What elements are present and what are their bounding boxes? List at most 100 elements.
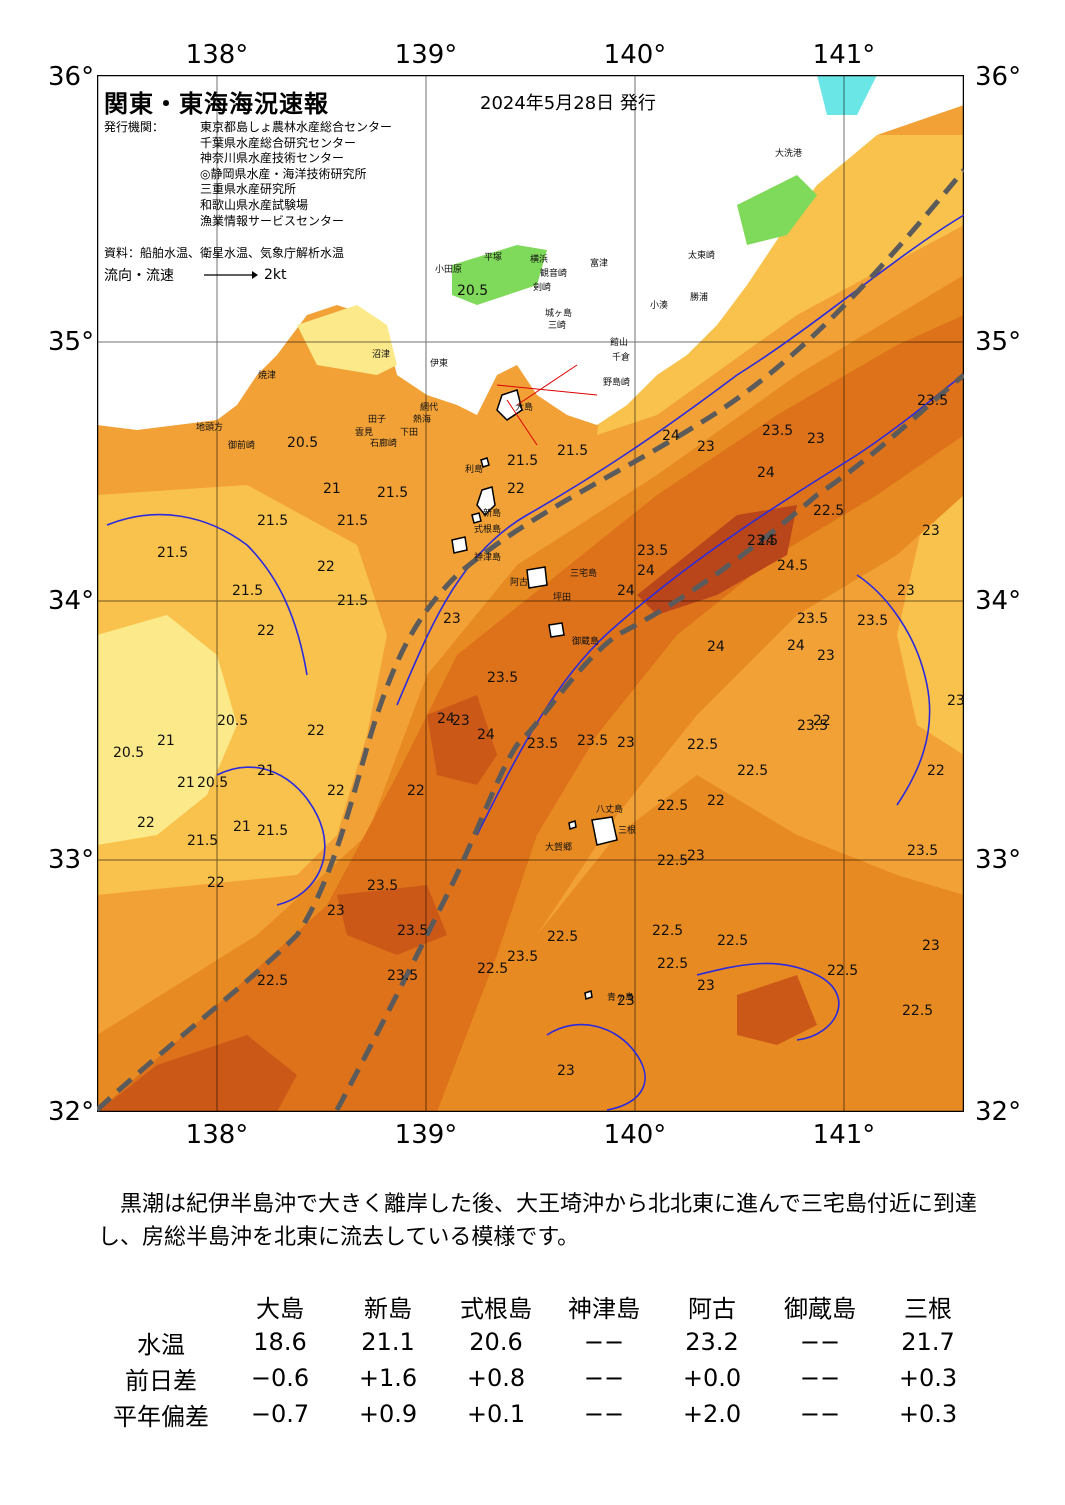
agency-row: 和歌山県水産試験場 [104, 198, 392, 214]
place-name: 太東崎 [688, 251, 716, 261]
isotherm-label: 24.5 [777, 558, 808, 574]
isotherm-label: 23 [617, 993, 635, 1009]
table-cell: 23.2 [685, 1328, 739, 1356]
lat-label-32-right: 32° [975, 1097, 1022, 1127]
table-cell: +0.9 [358, 1400, 418, 1428]
land-kujukuri-green [737, 175, 817, 245]
place-name: 剣崎 [533, 283, 552, 293]
isotherm-label: 24 [662, 428, 680, 444]
isotherm-label: 22.5 [657, 956, 688, 972]
place-name: 熱海 [413, 415, 432, 425]
place-name: 八丈島 [596, 805, 624, 815]
agency-row-label [104, 182, 200, 198]
table-cell: +0.3 [898, 1400, 958, 1428]
island-niijima [476, 486, 496, 517]
agency-row: 三重県水産研究所 [104, 182, 392, 198]
isotherm-label: 21 [257, 763, 275, 779]
isotherm-label: 21 [177, 775, 195, 791]
isotherm-label: 23.5 [747, 533, 778, 549]
isotherm-label: 22 [257, 623, 275, 639]
place-name: 田子 [368, 415, 387, 425]
island-kozushima [451, 536, 468, 554]
lat-label-32-left: 32° [48, 1097, 95, 1127]
table-cell: +0.3 [898, 1364, 958, 1392]
isotherm-label: 23.5 [397, 923, 428, 939]
table-row: 前日差 −0.6 +1.6 +0.8 −− +0.0 −− +0.3 [96, 1360, 982, 1396]
place-name: 阿古 [510, 578, 529, 588]
isotherm-label: 21 [157, 733, 175, 749]
place-name: 観音崎 [540, 269, 568, 279]
lon-label-138-top: 138° [185, 40, 249, 70]
isotherm-label: 21 [323, 481, 341, 497]
isotherm-label: 23 [947, 693, 964, 709]
sea-area-24 [427, 695, 497, 785]
isotherm-label: 22 [207, 875, 225, 891]
agency-row-label: 発行機関： [104, 120, 165, 134]
sea-area-21-ne [597, 135, 964, 435]
isotherm-label: 23.5 [527, 736, 558, 752]
isotherm-label: 22.5 [687, 737, 718, 753]
lat-label-35-right: 35° [975, 327, 1022, 357]
isotherm-label: 23 [697, 439, 715, 455]
lat-label-33-left: 33° [48, 845, 95, 875]
agency-row: 千葉県水産総合研究センター [104, 136, 392, 152]
table-cell: 21.7 [901, 1328, 955, 1356]
sea-area-24-c [97, 1035, 297, 1112]
isotherm-label: 23.5 [387, 968, 418, 984]
table-cell: +1.6 [358, 1364, 418, 1392]
place-name: 下田 [400, 428, 419, 438]
isotherm-label: 22 [927, 763, 945, 779]
place-name: 富津 [590, 259, 609, 269]
place-name: 石廊崎 [370, 439, 398, 449]
arrow-icon [204, 271, 258, 279]
lon-label-140-top: 140° [603, 40, 667, 70]
place-name: 三根 [618, 826, 637, 836]
table-column-header: 大島 [256, 1294, 304, 1323]
agency-name: 神奈川県水産技術センター [200, 151, 345, 166]
isotherm-label: 21.5 [507, 453, 538, 469]
kuroshio-axis [97, 168, 964, 1112]
table-cell: 20.6 [469, 1328, 523, 1356]
current-legend: 流向・流速 2kt [104, 265, 287, 285]
lon-label-141-top: 141° [812, 40, 876, 70]
isotherm-label: 20.5 [197, 775, 228, 791]
table-cell: 21.1 [361, 1328, 415, 1356]
isotherm-label: 22.5 [737, 763, 768, 779]
sea-area-20-nw [117, 665, 177, 735]
isotherm-label: 23 [452, 713, 470, 729]
isotherm-label: 21.5 [257, 513, 288, 529]
agency-row-label [104, 214, 200, 230]
lat-label-34-left: 34° [48, 586, 95, 616]
isotherm-label: 22.5 [717, 933, 748, 949]
table-row-label: 水温 [137, 1330, 185, 1359]
lon-label-139-bottom: 139° [394, 1120, 458, 1150]
table-cell: +0.1 [466, 1400, 526, 1428]
table-cell: −− [583, 1364, 625, 1392]
sea-area-24-d [737, 975, 817, 1045]
isotherm-label: 20.5 [287, 435, 318, 451]
lon-label-138-bottom: 138° [185, 1120, 249, 1150]
table-column-header: 式根島 [460, 1294, 532, 1323]
isotherm-label: 21.5 [232, 583, 263, 599]
isotherm-label: 24 [477, 727, 495, 743]
place-name: 千倉 [612, 353, 631, 363]
agency-row: 漁業情報サービスセンター [104, 214, 392, 230]
isotherm-label: 24 [617, 583, 635, 599]
place-name: 地頭方 [196, 423, 224, 433]
sea-area-245 [637, 505, 797, 615]
lat-label-36-left: 36° [48, 62, 95, 92]
isotherm-label: 21.5 [257, 823, 288, 839]
place-name: 大洗港 [775, 149, 803, 159]
agency-row-label [104, 151, 200, 167]
table-column-header: 阿古 [688, 1294, 736, 1323]
place-name: 勝浦 [690, 293, 709, 303]
agency-name: ◎静岡県水産・海洋技術研究所 [200, 166, 367, 181]
isotherm-label: 23.5 [637, 543, 668, 559]
isotherm-label: 22 [507, 481, 525, 497]
table-column-header: 新島 [364, 1294, 412, 1323]
lon-label-141-bottom: 141° [812, 1120, 876, 1150]
agency-row: 神奈川県水産技術センター [104, 151, 392, 167]
table-row-label: 平年偏差 [113, 1402, 209, 1431]
isotherm-label: 24 [707, 639, 725, 655]
table-cell: 18.6 [253, 1328, 307, 1356]
